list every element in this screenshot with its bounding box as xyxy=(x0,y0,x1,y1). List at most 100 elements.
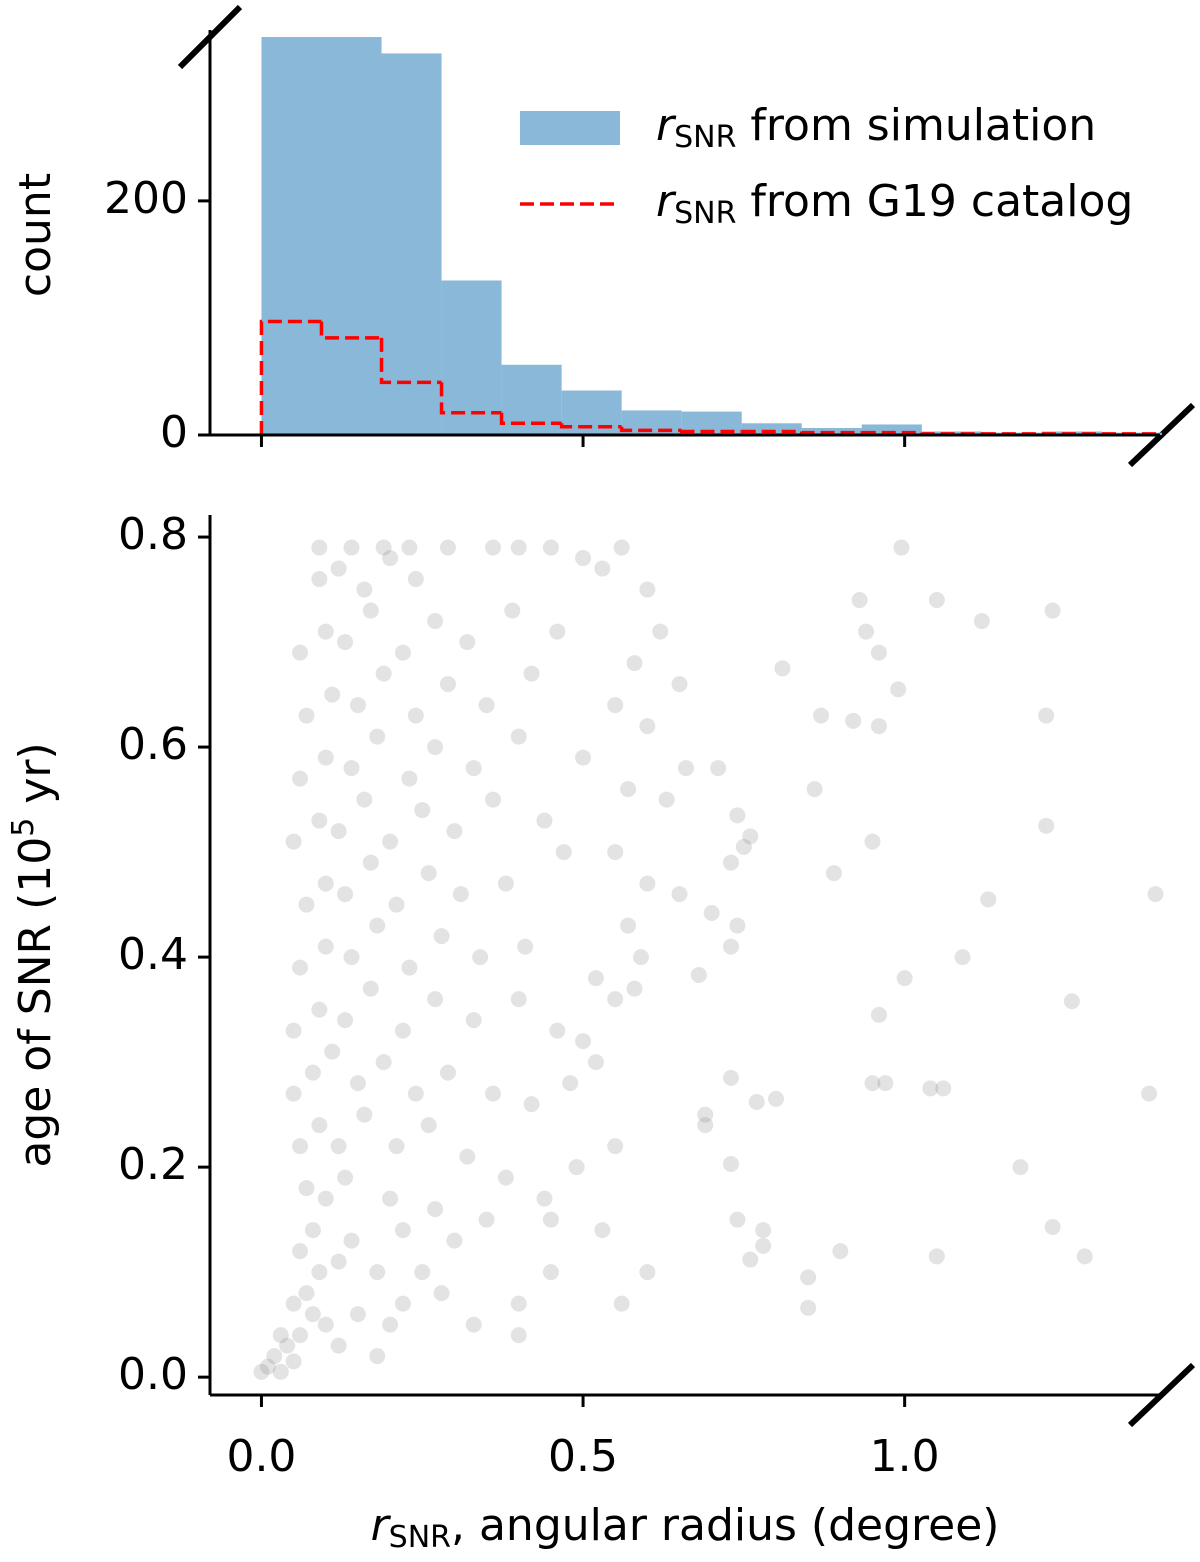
step-segment xyxy=(499,412,562,426)
scatter-point xyxy=(452,886,469,903)
scatter-point xyxy=(401,770,418,787)
scatter-point xyxy=(343,1232,360,1249)
label-part: r xyxy=(656,176,677,227)
scatter-point xyxy=(394,644,411,661)
scatter-point xyxy=(575,550,592,567)
scatter-point xyxy=(858,623,875,640)
scatter-point xyxy=(523,665,540,682)
scatter-point xyxy=(349,697,366,714)
scatter-point xyxy=(304,1306,321,1323)
scatter-point xyxy=(356,581,373,598)
y-tick-label: 0.8 xyxy=(118,509,188,560)
scatter-point xyxy=(1044,602,1061,619)
scatter-point xyxy=(1063,993,1080,1010)
scatter-point xyxy=(639,1264,656,1281)
scatter-point xyxy=(1141,1085,1158,1102)
scatter-point xyxy=(523,1096,540,1113)
scatter-point xyxy=(362,980,379,997)
scatter-point xyxy=(542,1264,559,1281)
scatter-point xyxy=(317,749,334,766)
scatter-point xyxy=(639,718,656,735)
scatter-point xyxy=(311,539,328,556)
scatter-point xyxy=(369,1348,386,1365)
scatter-point xyxy=(472,949,489,966)
y-tick-label: 0.2 xyxy=(118,1139,188,1190)
step-segment xyxy=(799,430,862,435)
scatter-point xyxy=(382,1316,399,1333)
scatter-point xyxy=(317,1316,334,1333)
label-part: yr) xyxy=(10,742,61,817)
scatter-point xyxy=(311,812,328,829)
scatter-point xyxy=(594,1222,611,1239)
scatter-point xyxy=(742,828,759,845)
scatter-point xyxy=(1038,707,1055,724)
label-part: r xyxy=(656,100,677,151)
scatter-point xyxy=(549,623,566,640)
label-part: SNR xyxy=(389,1520,451,1555)
scatter-point xyxy=(845,712,862,729)
scatter-point xyxy=(671,886,688,903)
y-tick-label: 0.4 xyxy=(118,929,188,980)
scatter-point xyxy=(1012,1159,1029,1176)
scatter-point xyxy=(542,539,559,556)
scatter-point xyxy=(485,1085,502,1102)
step-segment xyxy=(319,321,382,340)
scatter-point xyxy=(510,991,527,1008)
scatter-point xyxy=(510,1327,527,1344)
scatter-point xyxy=(748,1094,765,1111)
scatter-point xyxy=(768,1090,785,1107)
scatter-point xyxy=(343,760,360,777)
scatter-point xyxy=(870,1006,887,1023)
scatter-point xyxy=(465,1316,482,1333)
scatter-point xyxy=(607,844,624,861)
scatter-point xyxy=(774,660,791,677)
scatter-point xyxy=(1044,1218,1061,1235)
scatter-point xyxy=(806,781,823,798)
scatter-point xyxy=(324,686,341,703)
scatter-point xyxy=(485,791,502,808)
label-part: from G19 catalog xyxy=(736,176,1133,227)
y-tick-label: 0.6 xyxy=(118,719,188,770)
hist-bar xyxy=(681,411,742,435)
scatter-point xyxy=(285,1085,302,1102)
scatter-point xyxy=(536,812,553,829)
scatter-point xyxy=(510,728,527,745)
scatter-point xyxy=(330,1337,347,1354)
step-segment xyxy=(619,426,682,433)
y-tick-label: 0 xyxy=(160,407,188,458)
hist-bar xyxy=(861,424,922,435)
scatter-point xyxy=(697,1106,714,1123)
scatter-point xyxy=(877,1075,894,1092)
scatter-point xyxy=(639,875,656,892)
scatter-point xyxy=(439,676,456,693)
scatter-point xyxy=(1076,1248,1093,1265)
scatter-point xyxy=(954,949,971,966)
label-part: age of SNR (10 xyxy=(10,837,61,1168)
scatter-point xyxy=(575,1033,592,1050)
scatter-point xyxy=(337,886,354,903)
scatter-point xyxy=(427,613,444,630)
scatter-point xyxy=(485,539,502,556)
x-tick-label: 0.5 xyxy=(548,1431,618,1482)
scatter-point xyxy=(832,1243,849,1260)
scatter-point xyxy=(446,823,463,840)
scatter-point xyxy=(1038,817,1055,834)
scatter-point xyxy=(317,875,334,892)
scatter-point xyxy=(935,1080,952,1097)
scatter-point xyxy=(973,613,990,630)
scatter-point xyxy=(433,1285,450,1302)
scatter-point xyxy=(298,896,315,913)
scatter-point xyxy=(382,833,399,850)
scatter-point xyxy=(980,891,997,908)
scatter-point xyxy=(722,854,739,871)
scatter-point xyxy=(253,1363,270,1380)
y-axis-label: count xyxy=(10,173,61,297)
scatter-point xyxy=(722,1069,739,1086)
scatter-point xyxy=(465,1012,482,1029)
scatter-point xyxy=(658,791,675,808)
scatter-point xyxy=(626,655,643,672)
scatter-point xyxy=(632,949,649,966)
scatter-point xyxy=(722,1155,739,1172)
scatter-point xyxy=(356,1106,373,1123)
scatter-point xyxy=(407,707,424,724)
